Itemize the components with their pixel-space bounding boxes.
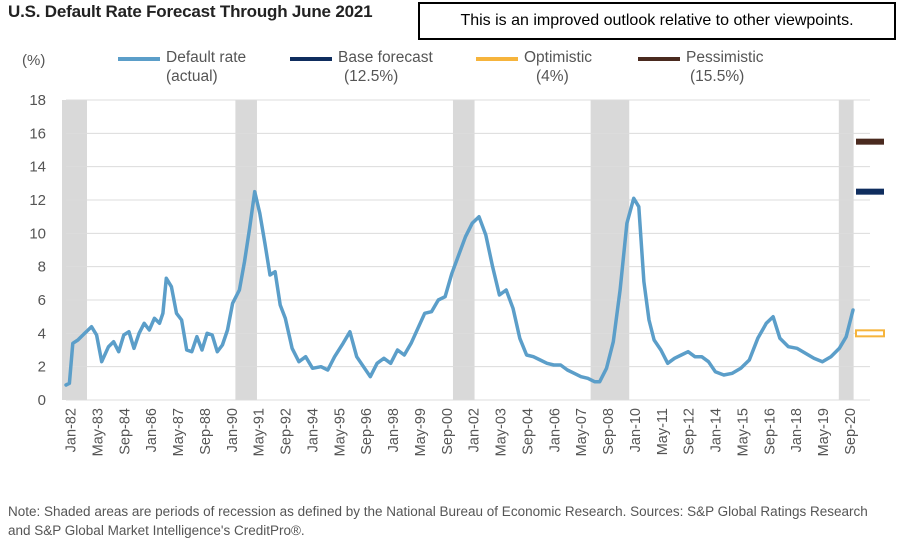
x-tick-label: May-03 [494, 408, 510, 456]
legend-sub-optimistic: (4%) [536, 68, 569, 85]
y-tick-label: 10 [29, 225, 46, 242]
legend-swatch-pessimistic [638, 57, 680, 61]
y-tick-label: 6 [38, 292, 46, 309]
chart-title: U.S. Default Rate Forecast Through June … [8, 2, 373, 21]
x-tick-label: Sep-08 [601, 408, 617, 455]
x-tick-label: Sep-12 [682, 408, 698, 455]
y-tick-label: 14 [29, 159, 46, 176]
recession-band-0 [62, 100, 87, 400]
y-tick-label: 12 [29, 192, 46, 209]
x-tick-label: Jan-14 [709, 408, 725, 452]
callout-text: This is an improved outlook relative to … [460, 12, 854, 29]
chart-legend: Default rate (actual) Base forecast (12.… [0, 44, 900, 92]
x-tick-label: Jan-06 [547, 408, 563, 452]
recession-band-4 [838, 100, 854, 400]
x-tick-label: May-11 [655, 408, 671, 455]
y-tick-label: 0 [38, 392, 46, 409]
y-tick-label: 18 [29, 92, 46, 109]
recession-band-2 [452, 100, 475, 400]
legend-sub-actual: (actual) [166, 68, 218, 85]
x-tick-label: May-99 [413, 408, 429, 456]
x-tick-label: Sep-00 [440, 408, 456, 455]
x-tick-label: May-19 [816, 408, 832, 456]
chart-plot: 0 2 4 6 8 10 12 14 16 18 Jan-82 May-83 Sep-84 Jan-86 M… [29, 92, 885, 456]
legend-sub-base: (12.5%) [344, 68, 399, 85]
x-tick-label: Jan-18 [789, 408, 805, 452]
x-tick-label: Sep-04 [520, 408, 536, 455]
y-tick-label: 2 [38, 359, 46, 376]
footnote: Note: Shaded areas are periods of recess… [8, 504, 868, 538]
y-tick-label: 4 [38, 325, 46, 342]
x-tick-label: May-07 [574, 408, 590, 456]
x-tick-label: Jan-10 [628, 408, 644, 452]
x-tick-label: May-91 [252, 408, 268, 456]
x-tick-label: Jan-98 [386, 408, 402, 452]
legend-label-base: Base forecast [338, 49, 433, 66]
legend-label-actual: Default rate [166, 49, 247, 66]
y-tick-label: 8 [38, 259, 46, 276]
x-tick-label: May-87 [171, 408, 187, 456]
legend-swatch-actual [118, 57, 160, 61]
x-tick-label: May-15 [735, 408, 751, 456]
series-default-rate-line [64, 189, 855, 387]
legend-label-optimistic: Optimistic [524, 49, 593, 66]
callout-box: This is an improved outlook relative to … [418, 2, 896, 40]
y-axis-unit-label: (%) [22, 52, 46, 69]
x-tick-label: Sep-96 [359, 408, 375, 455]
x-tick-label: Jan-82 [64, 408, 80, 452]
x-tick-label: Jan-86 [144, 408, 160, 452]
x-tick-label: Sep-88 [198, 408, 214, 455]
x-tick-label: Jan-94 [305, 408, 321, 452]
legend-label-pessimistic: Pessimistic [686, 49, 764, 66]
x-tick-label: Sep-20 [843, 408, 859, 455]
forecast-marker-optimistic [855, 329, 885, 338]
x-tick-label: Jan-90 [225, 408, 241, 452]
x-tick-label: Sep-16 [762, 408, 778, 455]
x-tick-label: Sep-84 [117, 408, 133, 455]
legend-sub-pessimistic: (15.5%) [690, 68, 745, 85]
y-tick-label: 16 [29, 125, 46, 142]
x-tick-label: May-95 [332, 408, 348, 456]
legend-swatch-base [290, 57, 332, 61]
x-tick-label: May-83 [90, 408, 106, 456]
legend-swatch-optimistic [476, 57, 518, 61]
x-tick-label: Sep-92 [279, 408, 295, 455]
forecast-marker-base [856, 188, 884, 195]
x-tick-label: Jan-02 [467, 408, 483, 452]
forecast-marker-pessimistic [856, 138, 884, 145]
